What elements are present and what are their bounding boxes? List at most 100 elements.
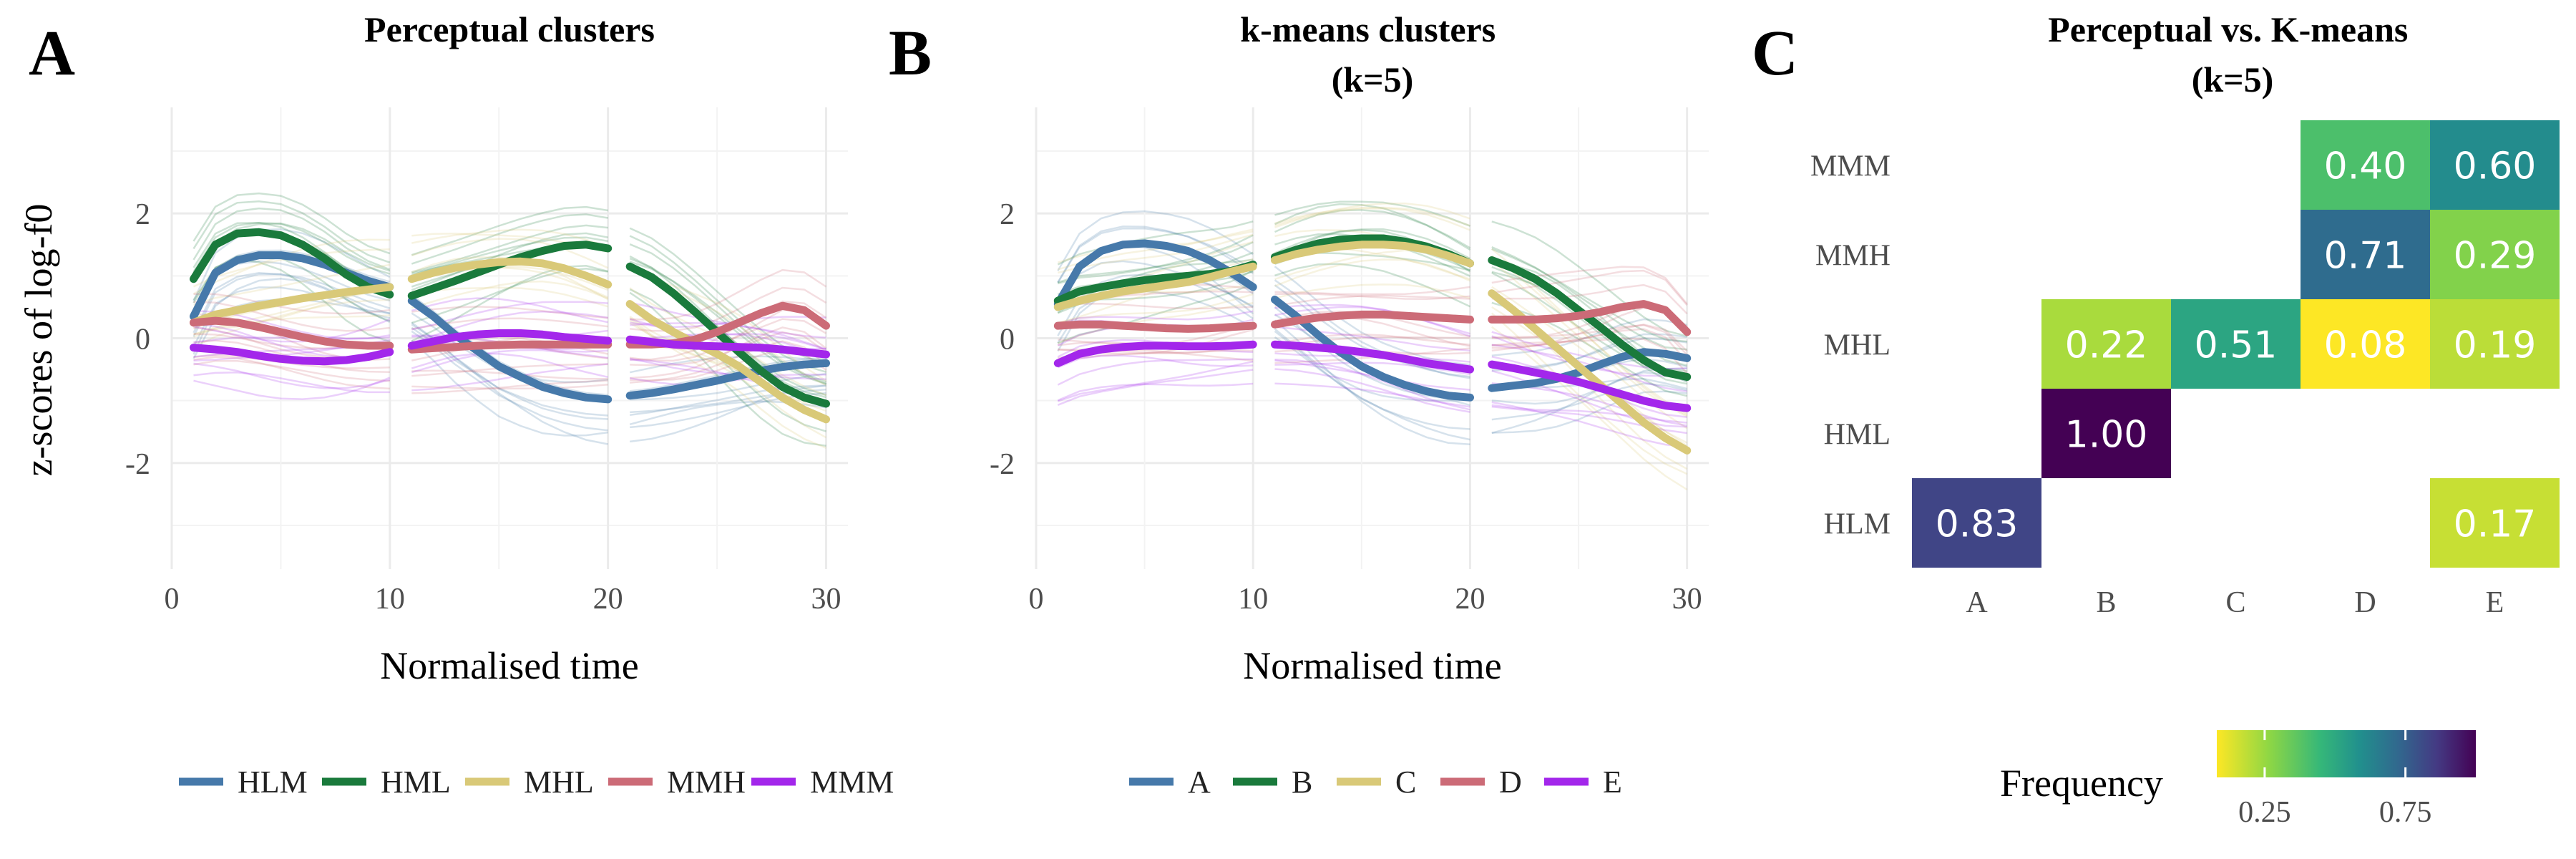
heatmap-cell-label: 0.08: [2324, 324, 2407, 367]
individual-trajectory: [1274, 361, 1470, 376]
heatmap-cell: [2301, 210, 2430, 299]
individual-trajectory: [1057, 369, 1254, 406]
heatmap-x-label: D: [2354, 586, 2376, 619]
individual-trajectory: [630, 356, 826, 392]
panel-c-heatmap: 0.40 0.60 0.71 0.29 0.22 0.51 0.08 0.19 1.00 0.83…: [1810, 120, 2560, 619]
individual-trajectory: [193, 301, 390, 332]
individual-trajectory: [1274, 202, 1470, 227]
individual-trajectory: [1274, 279, 1470, 379]
individual-trajectory: [1274, 359, 1470, 411]
series-mean-line-mmm: [407, 329, 613, 350]
individual-trajectory: [1057, 360, 1254, 402]
individual-trajectory: [411, 232, 608, 291]
heatmap-y-label: MHL: [1824, 329, 1890, 362]
series-mean-line-a: [1053, 239, 1257, 309]
individual-trajectory: [1491, 326, 1688, 491]
individual-trajectory: [411, 379, 608, 394]
individual-trajectory: [192, 192, 391, 255]
x-tick-label: 0: [165, 583, 180, 616]
individual-trajectory: [1057, 225, 1254, 283]
heatmap-cell-label: 0.40: [2324, 145, 2407, 188]
series-mean-line-mmh: [190, 316, 394, 350]
colorbar-ticks: 0.25 0.75: [2238, 730, 2431, 829]
individual-trajectory: [411, 205, 608, 256]
individual-trajectory: [192, 277, 391, 355]
individual-trajectory: [1274, 336, 1470, 441]
x-tick-label: 20: [593, 583, 623, 616]
individual-trajectory: [1274, 228, 1471, 260]
individual-trajectory: [411, 228, 609, 248]
panel-b-title-line-2: (k=5): [1332, 59, 1414, 100]
series-mean-line-e: [1488, 360, 1692, 412]
y-tick-label: 0: [135, 324, 150, 356]
individual-trajectory: [1057, 220, 1254, 266]
individual-trajectory: [630, 268, 827, 321]
individual-trajectory: [1057, 310, 1254, 325]
individual-trajectory: [629, 288, 826, 432]
colorbar-gradient: [2217, 730, 2476, 777]
y-tick-label: 2: [135, 198, 150, 231]
individual-trajectory: [1491, 371, 1688, 435]
individual-trajectory: [1057, 234, 1254, 285]
individual-trajectory: [1274, 258, 1470, 287]
individual-trajectory: [1274, 286, 1470, 296]
panel-b-legend: A B C D E: [1129, 765, 1622, 800]
individual-trajectory: [411, 363, 608, 392]
series-mean-line-hlm: [407, 296, 613, 404]
individual-trajectory: [411, 238, 609, 269]
individual-trajectory: [1274, 206, 1470, 227]
individual-trajectory: [1057, 283, 1254, 344]
y-tick-label: 2: [1000, 198, 1015, 231]
panel-letter-c: C: [1752, 18, 1798, 89]
individual-trajectory: [1057, 301, 1254, 344]
series-mean-line-mmm: [190, 344, 394, 366]
individual-trajectory: [1057, 358, 1254, 386]
x-tick-label: 10: [1238, 583, 1268, 616]
individual-trajectory: [411, 330, 608, 432]
individual-trajectory: [192, 200, 391, 263]
heatmap-cell-label: 0.17: [2454, 503, 2537, 546]
individual-trajectory: [193, 359, 390, 382]
individual-trajectory: [193, 314, 390, 339]
series-mean-line-b: [1488, 256, 1692, 381]
individual-trajectory: [1057, 227, 1254, 283]
legend-label-mmh: MMH: [667, 765, 746, 800]
individual-trajectory: [193, 371, 390, 394]
legend-label-a: A: [1188, 765, 1211, 800]
individual-trajectory: [192, 271, 391, 334]
colorbar-tick-label: 0.25: [2238, 796, 2291, 829]
heatmap-x-label: B: [2096, 586, 2116, 619]
individual-trajectory: [1274, 333, 1470, 346]
individual-trajectory: [1491, 312, 1688, 475]
individual-trajectory: [1058, 349, 1254, 362]
heatmap-cell: [2301, 299, 2430, 389]
individual-trajectory: [1274, 328, 1470, 402]
panel-a-x-axis-label: Normalised time: [380, 644, 638, 687]
heatmap-cell-label: 0.83: [1936, 503, 2019, 546]
heatmap-x-label: A: [1966, 586, 1988, 619]
legend-label-hml: HML: [381, 765, 451, 800]
series-mean-line-hml: [190, 228, 394, 299]
individual-trajectory: [1491, 390, 1687, 434]
series-mean-line-a: [1488, 348, 1692, 392]
individual-trajectory: [411, 384, 608, 390]
heatmap-cell: [2430, 120, 2560, 210]
individual-trajectory: [1274, 306, 1470, 337]
panel-b-title-line-1: k-means clusters: [1240, 9, 1496, 49]
individual-trajectory: [1057, 241, 1254, 283]
individual-trajectory: [411, 236, 608, 276]
individual-trajectory: [629, 357, 826, 380]
y-axis-label: z-scores of log-f0: [17, 204, 60, 477]
x-tick-label: 30: [811, 583, 841, 616]
y-tick-label: 0: [1000, 324, 1015, 356]
series-mean-line-d: [1053, 320, 1257, 333]
legend-label-mmm: MMM: [810, 765, 894, 800]
individual-trajectory: [411, 326, 608, 417]
individual-trajectory: [192, 299, 390, 349]
individual-trajectory: [1057, 382, 1254, 402]
individual-trajectory: [1491, 260, 1688, 418]
heatmap-x-label: C: [2225, 586, 2245, 619]
heatmap-x-label: E: [2486, 586, 2504, 619]
series-mean-line-hlm: [625, 359, 830, 400]
individual-trajectory: [1057, 210, 1254, 271]
